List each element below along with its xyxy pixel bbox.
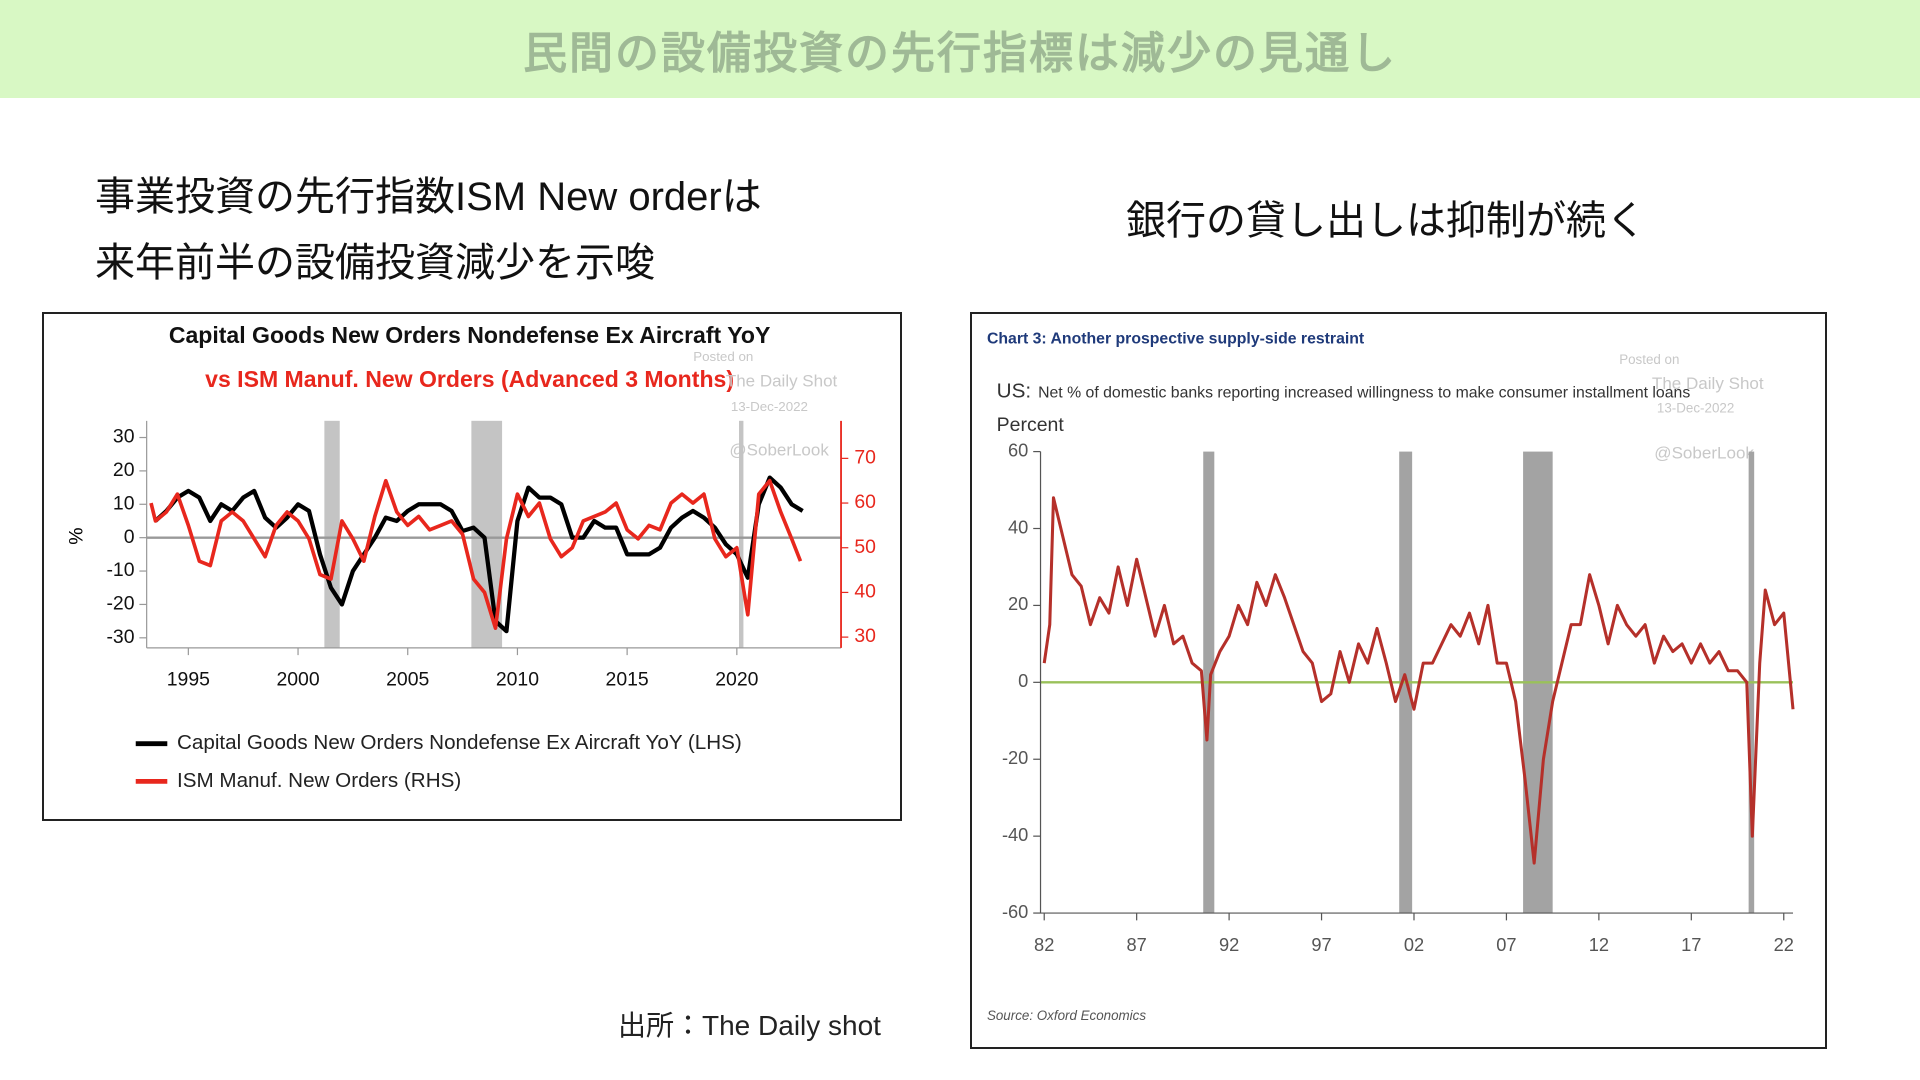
chart-frame: Chart 3: Another prospective supply-side… [970, 312, 1827, 1049]
x-tick-label: 07 [1496, 934, 1516, 955]
y2-tick-label: 30 [854, 625, 876, 647]
x-tick-label: 02 [1404, 934, 1424, 955]
y-tick-label: 0 [1018, 670, 1028, 691]
x-tick-label: 87 [1127, 934, 1147, 955]
x-tick-label: 2005 [386, 669, 429, 691]
data-line [154, 475, 804, 634]
y-tick-label: 40 [1008, 516, 1028, 537]
y-tick-label: -40 [1002, 824, 1028, 845]
x-tick-label: 92 [1219, 934, 1239, 955]
x-tick-label: 97 [1311, 934, 1331, 955]
header: 民間の設備投資の先行指標は減少の見通し [0, 0, 1920, 98]
y2-tick-label: 50 [854, 536, 876, 558]
watermark: @SoberLook [729, 441, 829, 460]
x-tick-label: 17 [1681, 934, 1701, 955]
chart-frame: Capital Goods New Orders Nondefense Ex A… [42, 312, 902, 821]
y-tick-label: -20 [1002, 747, 1028, 768]
watermark: The Daily Shot [1652, 374, 1764, 393]
y2-tick-label: 60 [854, 491, 876, 513]
x-tick-label: 1995 [167, 669, 210, 691]
y-tick-label: -60 [1002, 901, 1028, 922]
y2-tick-label: 70 [854, 446, 876, 468]
y-tick-label: -10 [106, 559, 134, 581]
watermark: @SoberLook [1654, 444, 1754, 463]
y2-tick-label: 40 [854, 581, 876, 603]
x-tick-label: 82 [1034, 934, 1054, 955]
x-tick-label: 2015 [606, 669, 649, 691]
chart-subtitle: vs ISM Manuf. New Orders (Advanced 3 Mon… [205, 366, 734, 392]
recession-band [739, 420, 744, 648]
y-tick-label: -20 [106, 593, 134, 615]
chart-title: Chart 3: Another prospective supply-side… [987, 331, 1365, 348]
right-caption: 銀行の貸し出しは抑制が続く [1126, 199, 1646, 243]
y-tick-label: 60 [1008, 439, 1028, 460]
y-axis-label: Percent [997, 414, 1065, 436]
slide-title: 民間の設備投資の先行指標は減少の見通し [523, 29, 1397, 78]
region-label: US: [997, 379, 1031, 402]
legend-label: Capital Goods New Orders Nondefense Ex A… [177, 731, 742, 754]
y-tick-label: 30 [113, 426, 135, 448]
y-axis-label: % [66, 528, 88, 545]
x-tick-label: 2000 [276, 669, 319, 691]
x-tick-label: 2020 [715, 669, 758, 691]
left-caption: 事業投資の先行指数ISM New orderは [95, 175, 762, 219]
chart: Capital Goods New Orders Nondefense Ex A… [66, 322, 877, 792]
y-tick-label: -30 [106, 626, 134, 648]
x-tick-label: 12 [1589, 934, 1609, 955]
chart-subtitle: Net % of domestic banks reporting increa… [1038, 384, 1690, 401]
y-tick-label: 10 [113, 492, 135, 514]
source: 出所：The Daily shot [618, 1010, 881, 1041]
y-tick-label: 0 [124, 526, 135, 548]
x-tick-label: 2010 [496, 669, 539, 691]
legend-label: ISM Manuf. New Orders (RHS) [177, 769, 461, 792]
chart-title: Capital Goods New Orders Nondefense Ex A… [169, 322, 771, 348]
chart: Chart 3: Another prospective supply-side… [987, 331, 1795, 1023]
recession-band [324, 420, 340, 648]
data-line [1042, 496, 1795, 865]
source: Source: Oxford Economics [987, 1008, 1146, 1023]
x-tick-label: 22 [1774, 934, 1794, 955]
watermark: The Daily Shot [726, 371, 838, 390]
watermark: Posted on [1619, 352, 1679, 367]
y-tick-label: 20 [1008, 593, 1028, 614]
data-line [149, 478, 803, 630]
y-tick-label: 20 [113, 459, 135, 481]
watermark: 13-Dec-2022 [1657, 401, 1734, 416]
left-caption: 来年前半の設備投資減少を示唆 [95, 241, 655, 285]
watermark: 13-Dec-2022 [731, 399, 808, 414]
watermark: Posted on [693, 349, 753, 364]
